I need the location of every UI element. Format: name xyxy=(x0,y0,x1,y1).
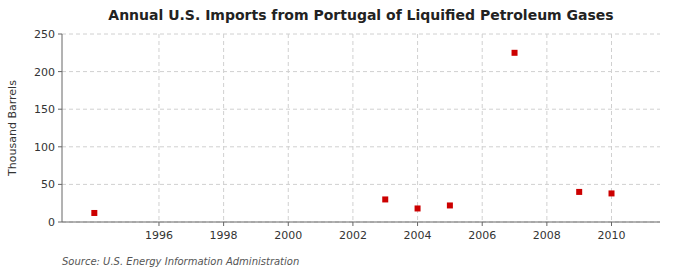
grid-line-x xyxy=(223,34,224,222)
tick-label-y: 0 xyxy=(48,216,55,229)
source: Source: U.S. Energy Information Administ… xyxy=(62,256,299,267)
grid-line-x xyxy=(352,34,353,222)
grid-line-x xyxy=(288,34,289,222)
x-axis-line xyxy=(62,222,660,223)
grid-line-x xyxy=(417,34,418,222)
tick-y xyxy=(58,71,62,72)
tick-label-x: 2002 xyxy=(339,229,367,242)
point xyxy=(91,210,97,216)
tick-y xyxy=(58,222,62,223)
tick-x xyxy=(482,222,483,226)
y-axis-label: Thousand Barrels xyxy=(6,80,19,177)
point xyxy=(512,50,518,56)
grid-line-y xyxy=(62,71,660,72)
point xyxy=(447,202,453,208)
tick-x xyxy=(158,222,159,226)
point xyxy=(415,205,421,211)
tick-y xyxy=(58,34,62,35)
grid-line-x xyxy=(546,34,547,222)
tick-x xyxy=(611,222,612,226)
grid-line-y xyxy=(62,146,660,147)
tick-x xyxy=(288,222,289,226)
tick-label-y: 100 xyxy=(34,141,55,154)
tick-y xyxy=(58,109,62,110)
point xyxy=(576,189,582,195)
tick-label-x: 1996 xyxy=(145,229,173,242)
points xyxy=(91,50,614,216)
title: Annual U.S. Imports from Portugal of Liq… xyxy=(108,7,613,23)
point xyxy=(609,190,615,196)
chart: Annual U.S. Imports from Portugal of Liq… xyxy=(0,0,675,275)
tick-x xyxy=(352,222,353,226)
tick-x xyxy=(546,222,547,226)
tick-label-x: 1998 xyxy=(210,229,238,242)
tick-label-y: 200 xyxy=(34,66,55,79)
tick-label-y: 250 xyxy=(34,28,55,41)
tick-label-x: 2008 xyxy=(533,229,561,242)
tick-label-x: 2004 xyxy=(404,229,432,242)
tick-x xyxy=(223,222,224,226)
tick-label-x: 2000 xyxy=(274,229,302,242)
tick-y xyxy=(58,184,62,185)
tick-label-y: 150 xyxy=(34,103,55,116)
grid-line-x xyxy=(158,34,159,222)
tick-label-x: 2010 xyxy=(598,229,626,242)
tick-x xyxy=(417,222,418,226)
y-axis-line xyxy=(62,34,63,222)
grid-line-y xyxy=(62,222,660,223)
point xyxy=(382,196,388,202)
grid-line-y xyxy=(62,109,660,110)
tick-y xyxy=(58,146,62,147)
tick-label-x: 2006 xyxy=(468,229,496,242)
grid-line-y xyxy=(62,184,660,185)
grid xyxy=(62,34,660,222)
grid-line-y xyxy=(62,34,660,35)
grid-line-x xyxy=(482,34,483,222)
tick-label-y: 50 xyxy=(41,178,55,191)
